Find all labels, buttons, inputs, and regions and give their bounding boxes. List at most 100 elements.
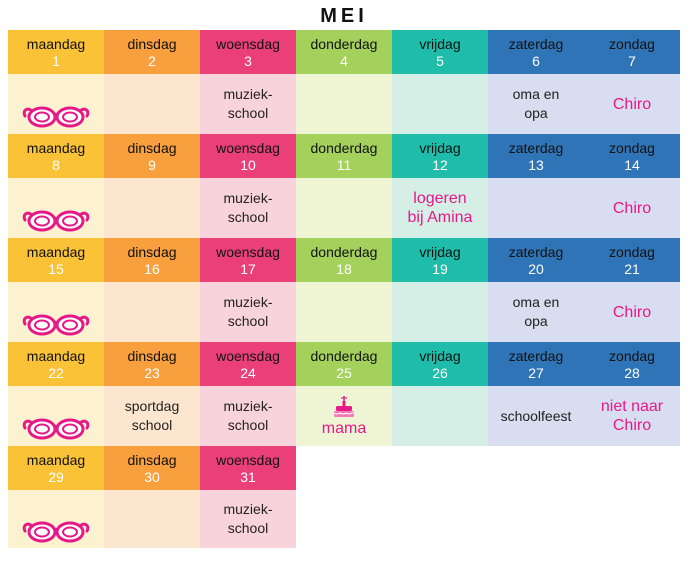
day-name: zondag — [609, 36, 655, 52]
event-text: mama — [321, 419, 367, 437]
event-cell: muziek-school — [200, 282, 296, 342]
day-name: zondag — [609, 140, 655, 156]
week-header-row: maandag 8 dinsdag 9 woensdag 10 donderdag 11 vri… — [8, 134, 680, 178]
event-text: oma en opa — [512, 86, 560, 121]
event-cell: muziek-school — [200, 386, 296, 446]
day-header-woensdag: woensdag 3 — [200, 30, 296, 74]
day-number: 14 — [624, 157, 640, 173]
day-number: 29 — [48, 469, 64, 485]
day-name: maandag — [26, 140, 86, 156]
event-cell: muziek-school — [200, 490, 296, 548]
event-text: logeren bij Amina — [407, 190, 473, 226]
event-text: sportdag school — [124, 398, 180, 433]
event-cell — [296, 282, 392, 342]
event-cell: sportdag school — [104, 386, 200, 446]
day-number: 27 — [528, 365, 544, 381]
day-number: 16 — [144, 261, 160, 277]
day-header-zondag: zondag 7 — [584, 30, 680, 74]
day-header-zondag: zondag 21 — [584, 238, 680, 282]
day-number: 25 — [336, 365, 352, 381]
day-header-donderdag: donderdag 4 — [296, 30, 392, 74]
day-header-maandag: maandag 15 — [8, 238, 104, 282]
event-text: muziek-school — [223, 398, 273, 433]
event-cell — [104, 178, 200, 238]
event-cell — [392, 282, 488, 342]
day-number: 6 — [532, 53, 540, 69]
day-number: 7 — [628, 53, 636, 69]
day-name: dinsdag — [127, 36, 177, 52]
day-name: donderdag — [310, 244, 378, 260]
day-header-zaterdag: zaterdag 27 — [488, 342, 584, 386]
day-header-zaterdag: zaterdag 20 — [488, 238, 584, 282]
day-header-woensdag: woensdag 17 — [200, 238, 296, 282]
day-name: maandag — [26, 244, 86, 260]
day-name: woensdag — [216, 244, 280, 260]
day-name: dinsdag — [127, 452, 177, 468]
title-bar: MEI — [8, 0, 680, 31]
day-header-woensdag: woensdag 31 — [200, 446, 296, 490]
day-name: maandag — [26, 452, 86, 468]
day-header-dinsdag: dinsdag 16 — [104, 238, 200, 282]
day-header-zaterdag: zaterdag 6 — [488, 30, 584, 74]
swim-goggles-icon — [22, 106, 90, 128]
day-number: 8 — [52, 157, 60, 173]
day-number: 26 — [432, 365, 448, 381]
day-number: 23 — [144, 365, 160, 381]
day-name: zaterdag — [508, 244, 564, 260]
day-number: 5 — [436, 53, 444, 69]
week-header-row: maandag 1 dinsdag 2 woensdag 3 donderdag 4 vrijd… — [8, 30, 680, 74]
calendar-grid: maandag 1 dinsdag 2 woensdag 3 donderdag 4 vrijd… — [8, 30, 680, 548]
event-cell — [8, 74, 104, 134]
week-header-row: maandag 22 dinsdag 23 woensdag 24 donderdag 25 v… — [8, 342, 680, 386]
day-header-donderdag: donderdag 11 — [296, 134, 392, 178]
day-number: 21 — [624, 261, 640, 277]
day-header-vrijdag: vrijdag 5 — [392, 30, 488, 74]
event-cell — [8, 282, 104, 342]
month-title: MEI — [320, 5, 368, 27]
day-number: 18 — [336, 261, 352, 277]
day-header-dinsdag: dinsdag 9 — [104, 134, 200, 178]
event-cell — [104, 282, 200, 342]
day-number: 22 — [48, 365, 64, 381]
day-name: vrijdag — [419, 348, 461, 364]
event-cell: Chiro — [584, 282, 680, 342]
day-name: vrijdag — [419, 244, 461, 260]
day-number: 28 — [624, 365, 640, 381]
event-cell: Chiro — [584, 74, 680, 134]
event-cell — [104, 74, 200, 134]
event-cell: mama — [296, 386, 392, 446]
day-name: zaterdag — [508, 36, 564, 52]
week-events-row: sportdag school muziek-school mama schoolfee… — [8, 386, 680, 446]
day-number: 31 — [240, 469, 256, 485]
day-header-maandag: maandag 22 — [8, 342, 104, 386]
event-text: Chiro — [612, 303, 652, 321]
event-text: niet naar Chiro — [600, 398, 664, 434]
day-header-donderdag: donderdag 25 — [296, 342, 392, 386]
day-number: 10 — [240, 157, 256, 173]
day-header-donderdag: donderdag 18 — [296, 238, 392, 282]
event-cell — [392, 74, 488, 134]
swim-goggles-icon — [22, 521, 90, 543]
event-cell: niet naar Chiro — [584, 386, 680, 446]
day-name: zondag — [609, 348, 655, 364]
week-header-row: maandag 29 dinsdag 30 woensdag 31 — [8, 446, 680, 490]
week-events-row: muziek-school — [8, 490, 680, 548]
day-header-dinsdag: dinsdag 23 — [104, 342, 200, 386]
day-header-maandag: maandag 29 — [8, 446, 104, 490]
day-name: vrijdag — [419, 36, 461, 52]
day-number: 30 — [144, 469, 160, 485]
event-text: oma en opa — [512, 294, 560, 329]
day-number: 4 — [340, 53, 348, 69]
day-number: 3 — [244, 53, 252, 69]
day-name: vrijdag — [419, 140, 461, 156]
week-events-row: muziek-school oma en opa Chiro — [8, 282, 680, 342]
event-cell — [488, 178, 584, 238]
event-text: muziek-school — [223, 294, 273, 329]
event-text: muziek-school — [223, 86, 273, 121]
day-number: 24 — [240, 365, 256, 381]
day-name: zaterdag — [508, 348, 564, 364]
day-name: woensdag — [216, 140, 280, 156]
day-name: zaterdag — [508, 140, 564, 156]
day-name: maandag — [26, 36, 86, 52]
day-name: donderdag — [310, 36, 378, 52]
